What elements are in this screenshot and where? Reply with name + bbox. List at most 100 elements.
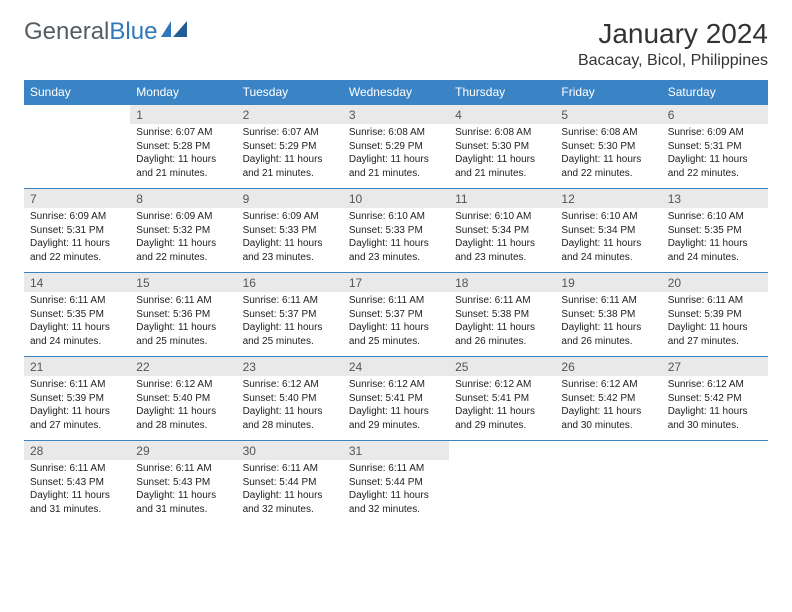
logo-text-a: General xyxy=(24,18,109,46)
day-number: 16 xyxy=(237,273,343,293)
sunrise-text: Sunrise: 6:12 AM xyxy=(136,378,230,392)
sunrise-text: Sunrise: 6:07 AM xyxy=(243,126,337,140)
daylight-text: Daylight: 11 hours and 26 minutes. xyxy=(561,321,655,348)
day-number: 9 xyxy=(237,189,343,209)
sunrise-text: Sunrise: 6:11 AM xyxy=(30,462,124,476)
sunset-text: Sunset: 5:35 PM xyxy=(668,224,762,238)
col-friday: Friday xyxy=(555,80,661,105)
day-number: 25 xyxy=(449,357,555,377)
day-info xyxy=(555,460,661,524)
daylight-text: Daylight: 11 hours and 23 minutes. xyxy=(455,237,549,264)
sunrise-text: Sunrise: 6:10 AM xyxy=(349,210,443,224)
sunset-text: Sunset: 5:44 PM xyxy=(349,476,443,490)
sunrise-text: Sunrise: 6:07 AM xyxy=(136,126,230,140)
day-info: Sunrise: 6:11 AMSunset: 5:38 PMDaylight:… xyxy=(449,292,555,357)
day-info: Sunrise: 6:10 AMSunset: 5:34 PMDaylight:… xyxy=(449,208,555,273)
sunset-text: Sunset: 5:40 PM xyxy=(136,392,230,406)
day-number: 13 xyxy=(662,189,768,209)
sunset-text: Sunset: 5:39 PM xyxy=(668,308,762,322)
day-info xyxy=(662,460,768,524)
sunrise-text: Sunrise: 6:12 AM xyxy=(561,378,655,392)
day-number: 5 xyxy=(555,105,661,125)
day-number: 23 xyxy=(237,357,343,377)
daylight-text: Daylight: 11 hours and 21 minutes. xyxy=(455,153,549,180)
info-row: Sunrise: 6:11 AMSunset: 5:35 PMDaylight:… xyxy=(24,292,768,357)
sunrise-text: Sunrise: 6:11 AM xyxy=(561,294,655,308)
day-number: 1 xyxy=(130,105,236,125)
day-number: 12 xyxy=(555,189,661,209)
day-number: 10 xyxy=(343,189,449,209)
sunset-text: Sunset: 5:42 PM xyxy=(668,392,762,406)
sunrise-text: Sunrise: 6:11 AM xyxy=(668,294,762,308)
info-row: Sunrise: 6:11 AMSunset: 5:39 PM Daylight:… xyxy=(24,376,768,441)
flag-icon xyxy=(161,18,189,46)
day-info: Sunrise: 6:11 AMSunset: 5:38 PMDaylight:… xyxy=(555,292,661,357)
sunset-text: Sunset: 5:28 PM xyxy=(136,140,230,154)
sunset-text: Sunset: 5:36 PM xyxy=(136,308,230,322)
day-info: Sunrise: 6:08 AMSunset: 5:30 PMDaylight:… xyxy=(555,124,661,189)
day-number: 22 xyxy=(130,357,236,377)
day-info: Sunrise: 6:09 AMSunset: 5:33 PMDaylight:… xyxy=(237,208,343,273)
daylight-text: Daylight: 11 hours and 31 minutes. xyxy=(136,489,230,516)
day-info: Sunrise: 6:11 AMSunset: 5:43 PMDaylight:… xyxy=(130,460,236,524)
day-number: 19 xyxy=(555,273,661,293)
daylight-text: Daylight: 11 hours and 32 minutes. xyxy=(243,489,337,516)
daylight-text: Daylight: 11 hours and 30 minutes. xyxy=(561,405,655,432)
daylight-text: Daylight: 11 hours and 22 minutes. xyxy=(668,153,762,180)
daylight-text: Daylight: 11 hours and 22 minutes. xyxy=(30,237,124,264)
sunrise-text: Sunrise: 6:09 AM xyxy=(243,210,337,224)
sunrise-text: Sunrise: 6:11 AM xyxy=(455,294,549,308)
header-row: Sunday Monday Tuesday Wednesday Thursday… xyxy=(24,80,768,105)
sunrise-text: Sunrise: 6:10 AM xyxy=(668,210,762,224)
sunset-text: Sunset: 5:33 PM xyxy=(349,224,443,238)
day-number: 11 xyxy=(449,189,555,209)
col-monday: Monday xyxy=(130,80,236,105)
daylight-text: Daylight: 11 hours and 28 minutes. xyxy=(243,405,337,432)
sunset-text: Sunset: 5:29 PM xyxy=(349,140,443,154)
col-wednesday: Wednesday xyxy=(343,80,449,105)
sunset-text: Sunset: 5:41 PM xyxy=(455,392,549,406)
col-sunday: Sunday xyxy=(24,80,130,105)
sunset-text: Sunset: 5:33 PM xyxy=(243,224,337,238)
day-number: 29 xyxy=(130,441,236,461)
sunrise-text: Sunrise: 6:12 AM xyxy=(243,378,337,392)
sunset-text: Sunset: 5:29 PM xyxy=(243,140,337,154)
day-number xyxy=(555,441,661,461)
sunrise-text: Sunrise: 6:12 AM xyxy=(668,378,762,392)
daylight-text: Daylight: 11 hours and 26 minutes. xyxy=(455,321,549,348)
sunset-text: Sunset: 5:35 PM xyxy=(30,308,124,322)
sunrise-text: Sunrise: 6:10 AM xyxy=(455,210,549,224)
sunset-text: Sunset: 5:30 PM xyxy=(455,140,549,154)
sunset-text: Sunset: 5:37 PM xyxy=(349,308,443,322)
day-info xyxy=(24,124,130,189)
header: GeneralBlue January 2024 Bacacay, Bicol,… xyxy=(24,18,768,70)
daylight-text: Daylight: 11 hours and 24 minutes. xyxy=(668,237,762,264)
day-info xyxy=(449,460,555,524)
sunset-text: Sunset: 5:34 PM xyxy=(561,224,655,238)
day-info: Sunrise: 6:12 AMSunset: 5:42 PMDaylight:… xyxy=(555,376,661,441)
day-number: 31 xyxy=(343,441,449,461)
day-number: 18 xyxy=(449,273,555,293)
col-tuesday: Tuesday xyxy=(237,80,343,105)
day-number: 20 xyxy=(662,273,768,293)
sunrise-text: Sunrise: 6:11 AM xyxy=(349,462,443,476)
sunset-text: Sunset: 5:43 PM xyxy=(30,476,124,490)
sunset-text: Sunset: 5:39 PM xyxy=(30,392,124,406)
sunrise-text: Sunrise: 6:09 AM xyxy=(668,126,762,140)
logo-text-b: Blue xyxy=(109,18,157,46)
day-info: Sunrise: 6:10 AMSunset: 5:34 PMDaylight:… xyxy=(555,208,661,273)
day-number: 27 xyxy=(662,357,768,377)
sunrise-text: Sunrise: 6:09 AM xyxy=(30,210,124,224)
daylight-text: Daylight: 11 hours and 23 minutes. xyxy=(349,237,443,264)
daylight-text: Daylight: 11 hours and 24 minutes. xyxy=(30,321,124,348)
day-info: Sunrise: 6:12 AMSunset: 5:41 PMDaylight:… xyxy=(343,376,449,441)
day-info: Sunrise: 6:12 AMSunset: 5:40 PMDaylight:… xyxy=(130,376,236,441)
day-number: 2 xyxy=(237,105,343,125)
day-info: Sunrise: 6:09 AMSunset: 5:31 PMDaylight:… xyxy=(24,208,130,273)
sunrise-text: Sunrise: 6:11 AM xyxy=(30,378,124,392)
sunrise-text: Sunrise: 6:11 AM xyxy=(30,294,124,308)
daylight-text: Daylight: 11 hours and 28 minutes. xyxy=(136,405,230,432)
sunset-text: Sunset: 5:32 PM xyxy=(136,224,230,238)
day-info: Sunrise: 6:07 AMSunset: 5:28 PMDaylight:… xyxy=(130,124,236,189)
sunrise-text: Sunrise: 6:08 AM xyxy=(349,126,443,140)
